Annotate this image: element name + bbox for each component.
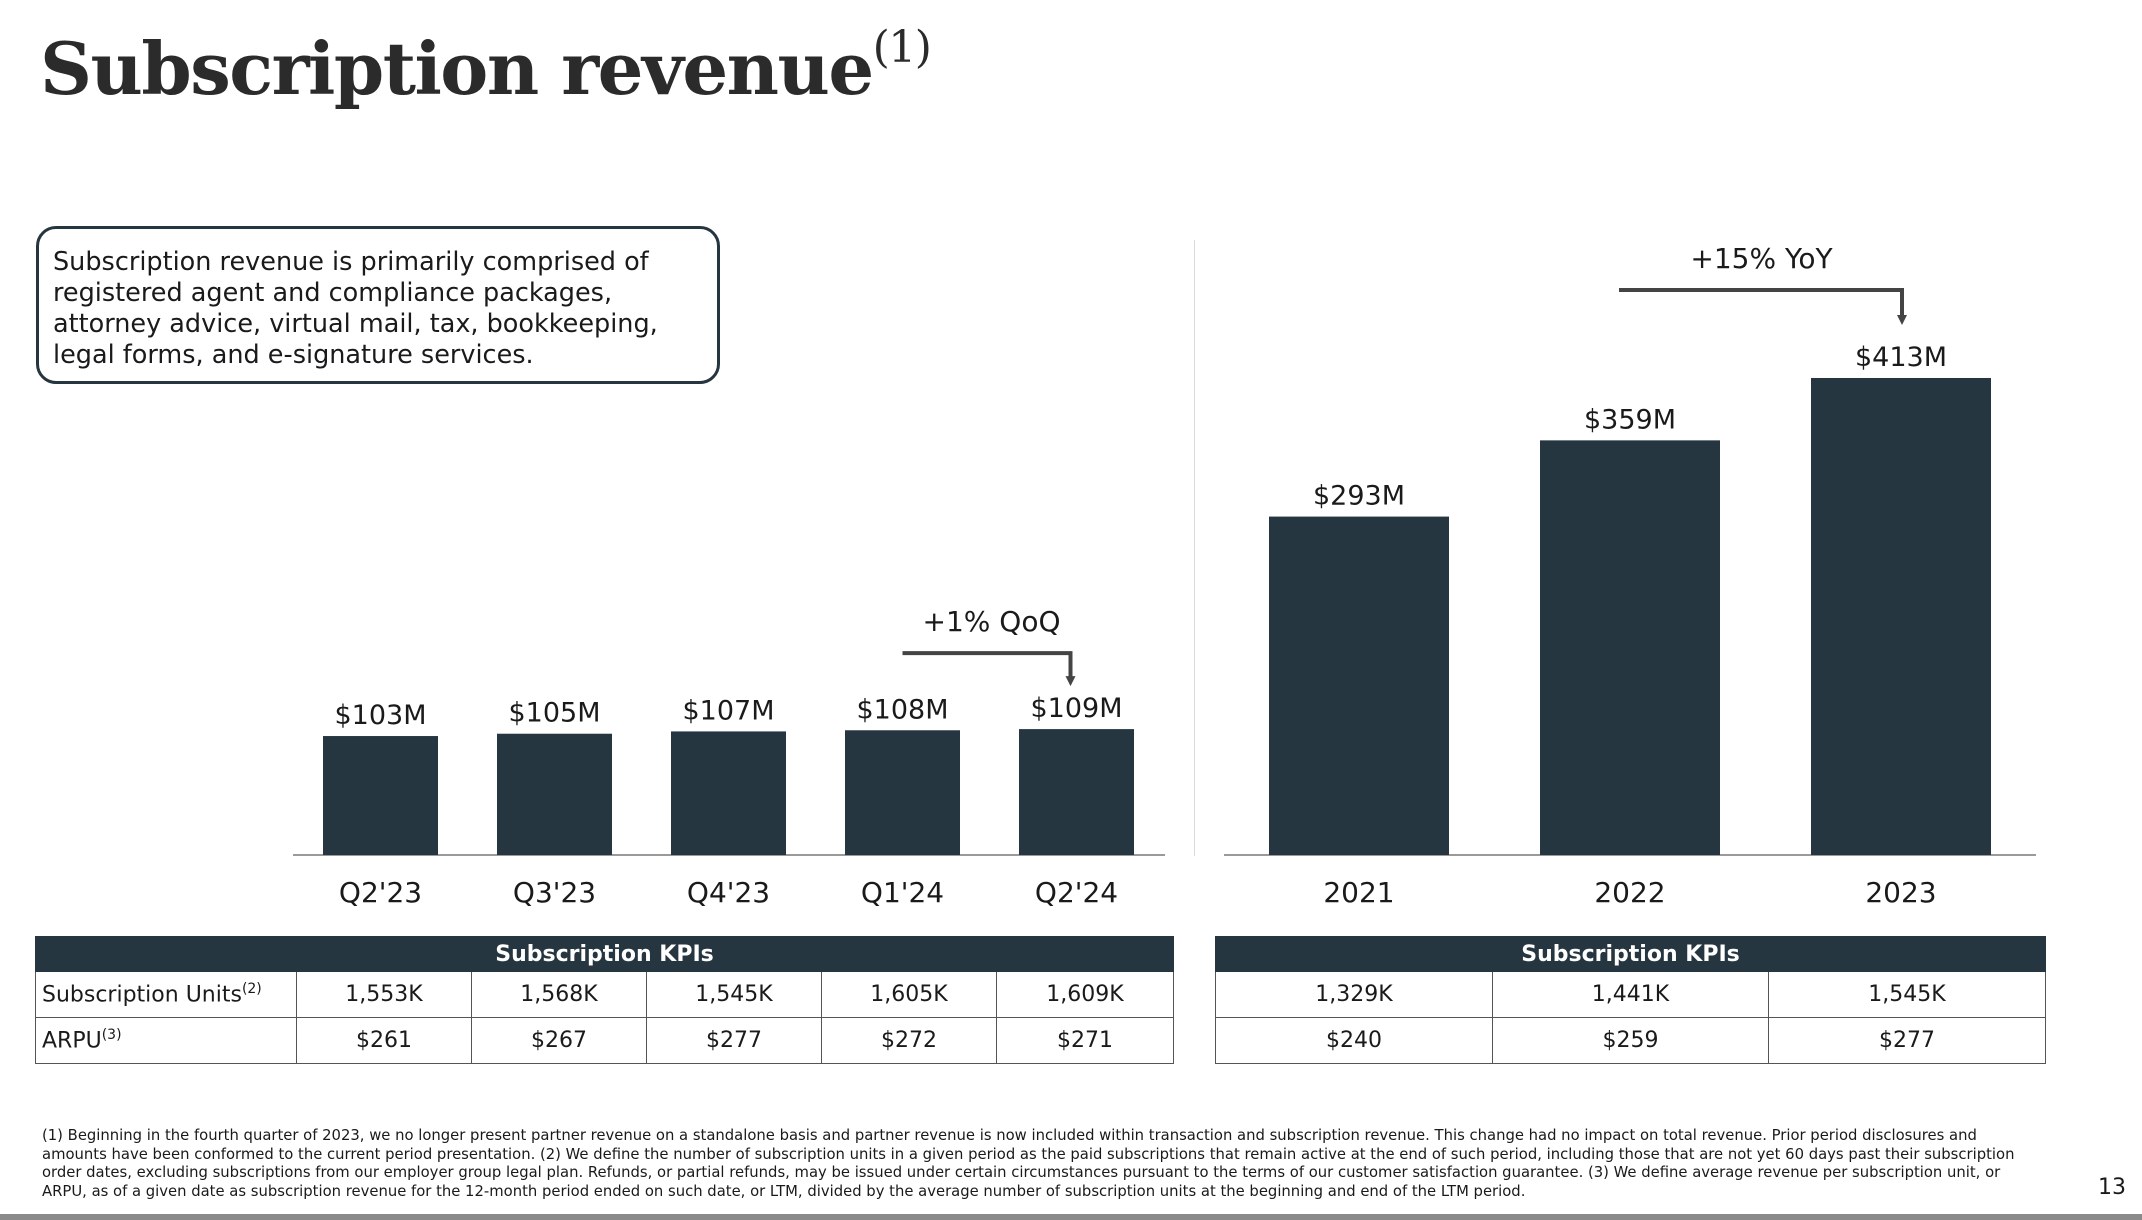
- kpi-header-row: Subscription KPIs: [34, 936, 1175, 972]
- row-label-arpu: ARPU(3): [35, 1017, 297, 1064]
- annual-category-label: 2023: [1865, 876, 1936, 909]
- quarterly-bar-Q2'24: [1019, 729, 1134, 855]
- description-line: Subscription revenue is primarily compri…: [53, 247, 649, 277]
- quarterly-bar-Q4'23: [671, 731, 786, 855]
- quarterly-value-label: $108M: [856, 694, 948, 725]
- annual-value-label: $359M: [1584, 404, 1676, 435]
- quarterly-value-label: $105M: [508, 698, 600, 729]
- quarterly-bar-Q3'23: [497, 733, 612, 855]
- quarterly-revenue-chart: $103M Q2'23 $105M Q3'23 $107M Q4'23 $108M Q1'24…: [293, 605, 1165, 909]
- quarterly-category-label: Q3'23: [513, 876, 596, 909]
- table-cell: $277: [646, 1017, 822, 1064]
- footnote-text: (1) Beginning in the fourth quarter of 2…: [42, 1127, 2015, 1200]
- annual-bar-2021: [1269, 516, 1449, 855]
- slide-title: Subscription revenue(1): [40, 22, 932, 111]
- kpi-table-header: Subscription KPIs: [34, 936, 1175, 972]
- annual-revenue-chart: $293M 2021 $359M 2022 $413M 2023 +15% YoY: [1224, 242, 2036, 909]
- row-label-text: ARPU: [42, 1028, 102, 1054]
- table-cell: $259: [1492, 1017, 1769, 1064]
- quarterly-kpi-table: Subscription KPIs Subscription Units(2) …: [34, 936, 1175, 1064]
- annual-category-label: 2022: [1594, 876, 1665, 909]
- quarterly-category-label: Q1'24: [861, 876, 944, 909]
- table-cell: 1,545K: [646, 971, 822, 1018]
- quarterly-bar-Q2'23: [323, 736, 438, 855]
- annual-category-label: 2021: [1323, 876, 1394, 909]
- table-cell: 1,553K: [296, 971, 472, 1018]
- table-cell: $261: [296, 1017, 472, 1064]
- table-row: Subscription Units(2) 1,553K 1,568K 1,54…: [35, 971, 1175, 1018]
- quarterly-value-label: $103M: [334, 700, 426, 731]
- table-row: ARPU(3) $261 $267 $277 $272 $271: [35, 1017, 1175, 1064]
- annual-growth-label: +15% YoY: [1690, 242, 1833, 275]
- table-cell: $271: [995, 1017, 1175, 1064]
- table-cell: $272: [821, 1017, 997, 1064]
- annual-bar-2022: [1540, 440, 1720, 855]
- description-line: attorney advice, virtual mail, tax, book…: [53, 309, 658, 339]
- table-cell: 1,605K: [821, 971, 997, 1018]
- description-box: Subscription revenue is primarily compri…: [36, 226, 720, 384]
- kpi-table-header: Subscription KPIs: [1214, 936, 2047, 972]
- annual-bar-2023: [1811, 377, 1991, 855]
- kpi-header-row: Subscription KPIs: [1214, 936, 2047, 972]
- annual-kpi-table: Subscription KPIs 1,329K 1,441K 1,545K $…: [1214, 936, 2047, 1064]
- annual-value-label: $413M: [1855, 342, 1947, 373]
- table-row: $240 $259 $277: [1215, 1017, 2047, 1064]
- quarterly-value-label: $107M: [682, 695, 774, 726]
- page-number: 13: [2098, 1175, 2126, 1200]
- row-label-footnote-ref: (3): [101, 1027, 122, 1044]
- chart-divider: [1194, 240, 1195, 856]
- table-cell: 1,545K: [1767, 971, 2047, 1018]
- table-cell: $240: [1215, 1017, 1493, 1064]
- row-label-footnote-ref: (2): [241, 981, 262, 998]
- table-cell: 1,441K: [1492, 971, 1769, 1018]
- quarterly-growth-arrow: [902, 651, 1076, 687]
- revenue-charts: $103M Q2'23 $105M Q3'23 $107M Q4'23 $108M Q1'24…: [293, 242, 2036, 909]
- row-label-subscription-units: Subscription Units(2): [35, 971, 297, 1018]
- table-cell: 1,609K: [995, 971, 1175, 1018]
- quarterly-category-label: Q2'24: [1035, 876, 1118, 909]
- slide-title-text: Subscription revenue: [40, 26, 874, 111]
- bottom-rule: [0, 1214, 2142, 1220]
- annual-value-label: $293M: [1313, 481, 1405, 512]
- quarterly-bar-Q1'24: [845, 730, 960, 855]
- quarterly-category-label: Q4'23: [687, 876, 770, 909]
- table-row: 1,329K 1,441K 1,545K: [1215, 971, 2047, 1018]
- slide-title-footnote-ref: (1): [872, 22, 932, 73]
- description-line: legal forms, and e-signature services.: [53, 340, 534, 370]
- table-cell: 1,568K: [471, 971, 647, 1018]
- table-cell: $277: [1767, 1017, 2047, 1064]
- table-cell: 1,329K: [1215, 971, 1493, 1018]
- description-line: registered agent and compliance packages…: [53, 278, 613, 308]
- table-cell: $267: [471, 1017, 647, 1064]
- quarterly-value-label: $109M: [1030, 693, 1122, 724]
- row-label-text: Subscription Units: [42, 982, 242, 1008]
- annual-growth-arrow: [1619, 287, 1907, 325]
- quarterly-category-label: Q2'23: [339, 876, 422, 909]
- quarterly-growth-label: +1% QoQ: [923, 605, 1061, 638]
